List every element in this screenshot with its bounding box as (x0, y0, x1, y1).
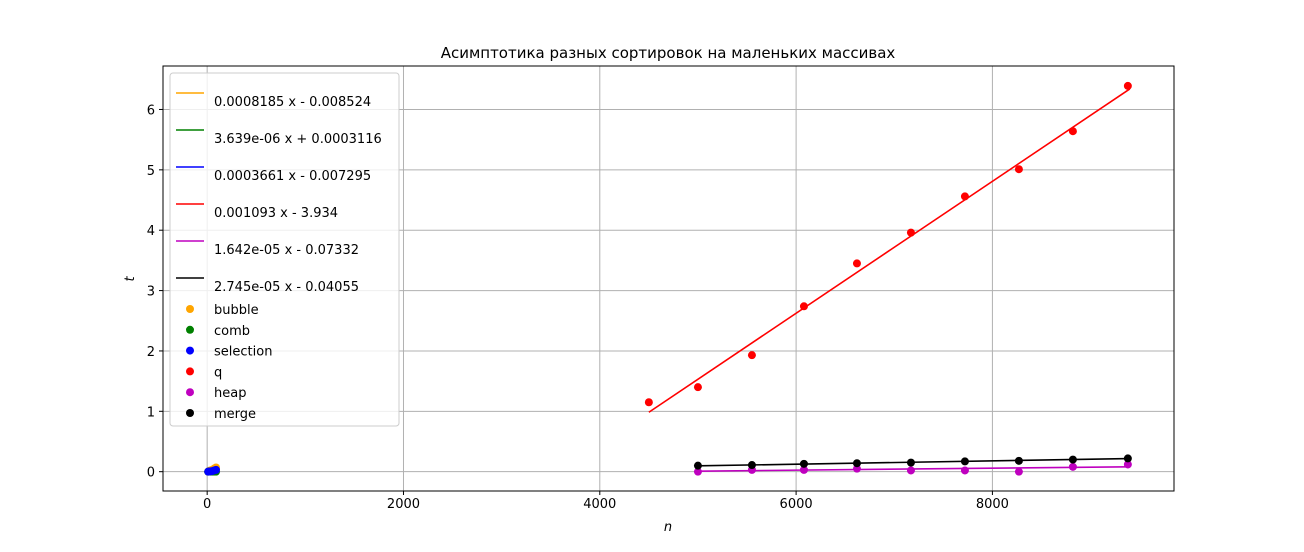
legend-fit-label: 0.001093 x - 3.934 (214, 206, 338, 221)
y-tick-label: 0 (147, 466, 155, 481)
data-point-merge (799, 459, 808, 468)
legend-fit-label: 0.0003661 x - 0.007295 (214, 169, 371, 184)
data-point-heap (693, 467, 702, 476)
data-point-q (1068, 127, 1077, 136)
legend-marker-swatch (186, 346, 194, 355)
y-tick-label: 1 (147, 405, 155, 420)
data-point-merge (1068, 455, 1077, 464)
x-tick-label: 6000 (780, 497, 813, 512)
y-tick-label: 3 (147, 285, 155, 300)
data-point-q (906, 228, 915, 237)
y-tick-label: 2 (147, 345, 155, 360)
legend-series-label: merge (214, 407, 256, 422)
data-point-merge (1014, 456, 1023, 465)
data-point-q (852, 259, 861, 268)
data-point-merge (960, 457, 969, 466)
plot-frame (162, 65, 1175, 492)
legend-marker-swatch (186, 367, 194, 376)
legend-marker-swatch (186, 325, 194, 334)
data-point-q (1014, 165, 1023, 174)
data-point-selection (212, 465, 221, 474)
data-point-heap (1068, 462, 1077, 471)
legend-fit-label: 3.639e-06 x + 0.0003116 (214, 132, 382, 147)
x-tick-label: 8000 (976, 497, 1009, 512)
data-point-q (644, 398, 653, 407)
y-tick-label: 6 (147, 103, 155, 118)
fit-line (648, 88, 1131, 413)
data-point-q (799, 302, 808, 311)
legend-series-label: q (214, 365, 222, 380)
legend-series-label: selection (214, 345, 272, 360)
ticks: 0 2000 4000 6000 8000 0 1 2 3 4 5 6 (147, 103, 1009, 512)
data-point-q (693, 383, 702, 392)
y-tick-label: 5 (147, 164, 155, 179)
data-point-heap (960, 466, 969, 475)
legend-series-label: comb (214, 324, 250, 339)
chart-title: Асимптотика разных сортировок на маленьк… (441, 44, 896, 62)
legend-series-label: bubble (214, 303, 259, 318)
data-points (204, 81, 1132, 476)
legend-marker-swatch (186, 409, 194, 417)
data-point-heap (799, 465, 808, 474)
data-point-q (960, 192, 969, 201)
data-point-heap (1014, 467, 1023, 476)
data-point-merge (693, 461, 702, 470)
legend-fit-label: 1.642e-05 x - 0.07332 (214, 243, 359, 258)
legend-series-label: heap (214, 386, 246, 401)
data-point-q (1123, 81, 1132, 90)
legend-fit-label: 0.0008185 x - 0.008524 (214, 95, 371, 110)
legend-fit-label: 2.745e-05 x - 0.04055 (214, 280, 359, 295)
legend: 0.0008185 x - 0.008524 3.639e-06 x + 0.00… (169, 72, 400, 427)
data-point-merge (906, 458, 915, 467)
legend-marker-swatch (186, 388, 194, 397)
x-axis-label: n (664, 520, 672, 535)
y-tick-label: 4 (147, 224, 155, 239)
legend-marker-swatch (186, 305, 194, 313)
data-point-heap (906, 466, 915, 475)
data-point-merge (747, 461, 756, 470)
data-point-heap (1123, 460, 1132, 469)
x-tick-label: 2000 (387, 497, 420, 512)
data-point-q (747, 351, 756, 360)
x-tick-label: 0 (203, 497, 211, 512)
x-tick-label: 4000 (583, 497, 616, 512)
data-point-merge (1123, 454, 1132, 463)
data-point-merge (852, 459, 861, 468)
y-axis-label: t (123, 276, 138, 282)
legend-box (169, 72, 400, 427)
